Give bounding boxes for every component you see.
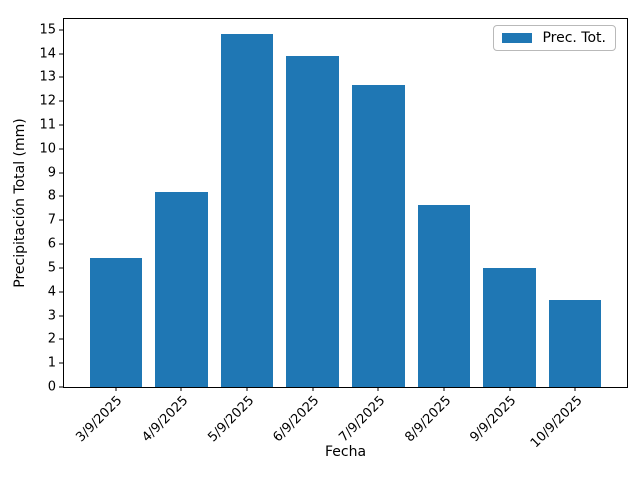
x-tick-mark bbox=[377, 387, 379, 391]
y-tick-label: 5 bbox=[47, 260, 56, 276]
y-tick-label: 0 bbox=[47, 379, 56, 395]
y-tick-mark bbox=[59, 362, 63, 364]
bar bbox=[548, 300, 602, 387]
bar bbox=[220, 34, 274, 387]
x-tick-label: 3/9/2025 bbox=[73, 393, 126, 446]
x-axis-title: Fecha bbox=[324, 444, 367, 460]
y-tick-mark bbox=[59, 100, 63, 102]
x-tick-label: 10/9/2025 bbox=[527, 393, 586, 452]
y-tick-mark bbox=[59, 195, 63, 197]
x-tick-label: 7/9/2025 bbox=[336, 393, 389, 446]
y-tick-mark bbox=[59, 338, 63, 340]
plot-area: 0 1 2 3 4 5 6 7 8 9 10 11 12 13 14 15 3/9/2025 4/9/2025 5… bbox=[39, 18, 628, 451]
x-tick-mark bbox=[312, 387, 314, 391]
y-tick-label: 12 bbox=[39, 93, 56, 109]
x-tick-mark bbox=[574, 387, 576, 391]
bar bbox=[286, 55, 339, 387]
y-tick-mark bbox=[59, 172, 63, 174]
x-tick-mark bbox=[246, 387, 248, 391]
y-tick-label: 4 bbox=[47, 284, 56, 300]
x-tick-mark bbox=[509, 387, 511, 391]
legend: Prec. Tot. bbox=[493, 25, 616, 51]
y-tick-label: 3 bbox=[47, 308, 56, 324]
y-tick-mark bbox=[59, 76, 63, 78]
y-tick-label: 1 bbox=[47, 355, 56, 371]
y-tick-label: 10 bbox=[39, 141, 56, 157]
y-tick-label: 9 bbox=[47, 165, 56, 181]
y-tick-mark bbox=[59, 243, 63, 245]
y-tick-label: 15 bbox=[39, 22, 56, 38]
y-axis-title: Precipitación Total (mm) bbox=[12, 118, 28, 288]
bar bbox=[155, 191, 208, 387]
y-tick-mark bbox=[59, 219, 63, 221]
y-tick-label: 2 bbox=[47, 331, 56, 347]
legend-label: Prec. Tot. bbox=[542, 30, 606, 46]
x-tick-label: 5/9/2025 bbox=[205, 393, 257, 446]
legend-color-swatch bbox=[502, 33, 533, 43]
y-tick-mark bbox=[59, 315, 63, 317]
y-tick-mark bbox=[59, 148, 63, 150]
y-tick-mark bbox=[59, 291, 63, 293]
bar bbox=[352, 84, 405, 387]
x-tick-label: 6/9/2025 bbox=[270, 393, 323, 446]
y-tick-mark bbox=[59, 386, 63, 388]
y-tick-mark bbox=[59, 53, 63, 55]
y-tick-label: 14 bbox=[39, 46, 56, 62]
y-tick-label: 11 bbox=[39, 117, 56, 133]
y-tick-label: 8 bbox=[47, 188, 56, 204]
y-tick-mark bbox=[59, 124, 63, 126]
x-tick-mark bbox=[443, 387, 445, 391]
bar bbox=[417, 204, 471, 387]
x-tick-label: 9/9/2025 bbox=[467, 393, 520, 446]
y-tick-label: 7 bbox=[47, 212, 56, 228]
x-tick-label: 4/9/2025 bbox=[139, 393, 192, 446]
bar bbox=[483, 267, 536, 387]
y-tick-label: 6 bbox=[47, 236, 56, 252]
x-tick-mark bbox=[115, 387, 117, 391]
x-tick-label: 8/9/2025 bbox=[401, 393, 454, 446]
bar bbox=[89, 258, 143, 387]
x-tick-mark bbox=[180, 387, 182, 391]
y-tick-label: 13 bbox=[39, 69, 56, 85]
y-tick-mark bbox=[59, 29, 63, 31]
y-tick-mark bbox=[59, 267, 63, 269]
